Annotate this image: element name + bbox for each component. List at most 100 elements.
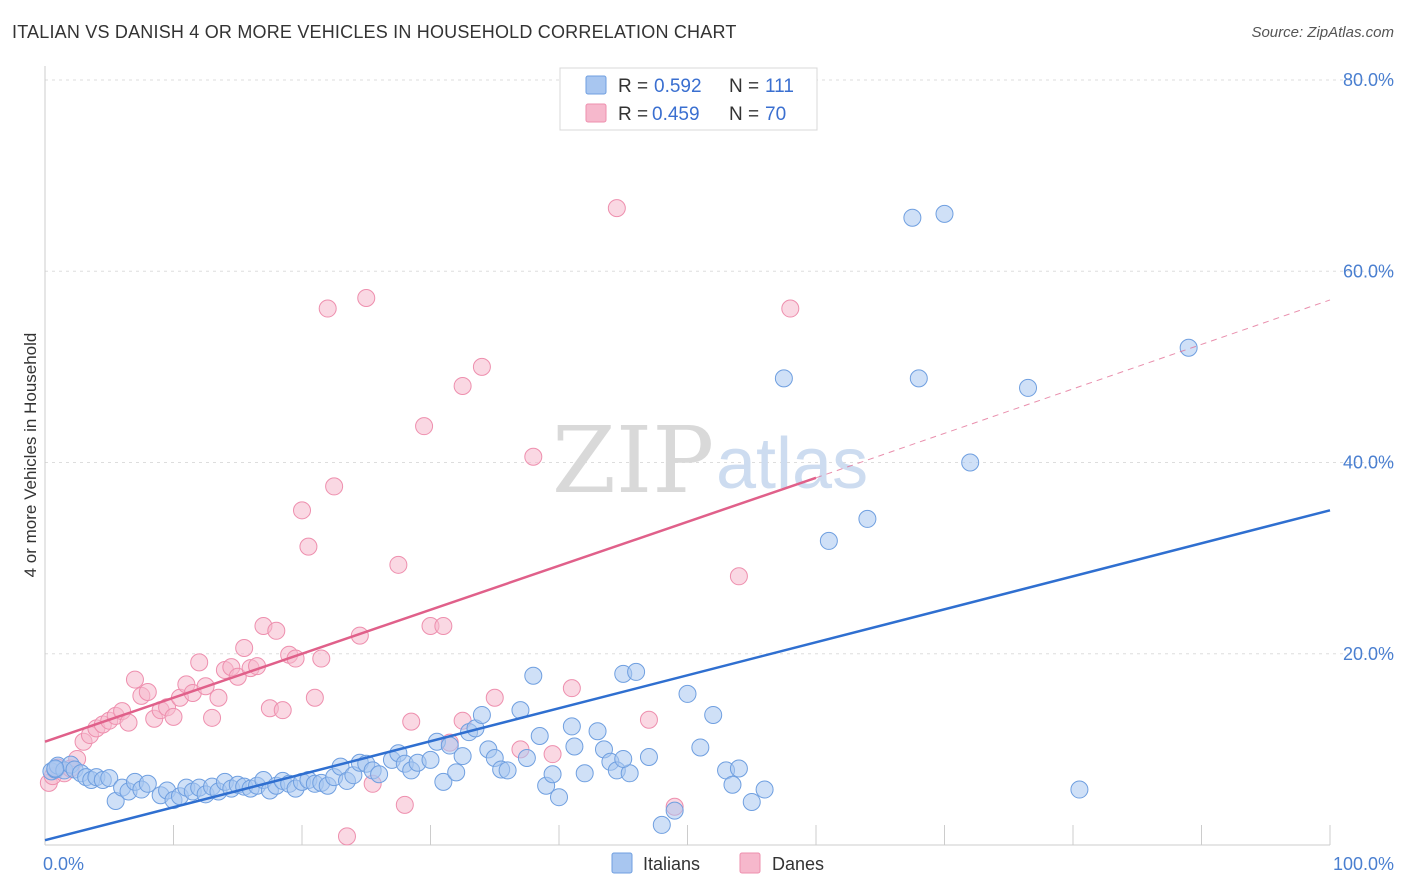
legend-swatch-danes [585,103,607,123]
italians-point [909,369,928,388]
italians-point [742,792,761,811]
italians-point [498,761,517,780]
italians-point [627,662,646,681]
danes-point [209,688,228,707]
legend-r-label-danes: R = [618,104,648,125]
danes-point [273,701,292,720]
danes-point [434,617,453,636]
italians-point [652,815,671,834]
legend-box: R = 0.592 N = 111 R = 0.459 N = 70 [559,67,818,131]
danes-point [164,707,183,726]
bottom-legend-swatch-danes [739,852,761,874]
danes-point [138,683,157,701]
danes-point [318,299,337,318]
italians-point [370,765,389,784]
italians-point [755,780,774,799]
italians-point [421,750,440,769]
y-tick-label: 60.0% [1343,261,1394,281]
italians-point [565,737,584,756]
danes-point [119,713,138,732]
watermark: ZIP atlas [552,407,868,514]
y-tick-label: 20.0% [1343,644,1394,664]
legend-n-value-danes: 70 [765,104,786,125]
danes-point [524,447,543,466]
y-tick-label: 40.0% [1343,453,1394,473]
legend-n-value-italians: 111 [765,76,794,97]
danes-point [485,688,504,707]
bottom-legend-swatch-italians [611,852,633,874]
danes-point [299,537,318,556]
danes-point [325,477,344,496]
italians-point [704,705,723,724]
x-tick-label-start: 0.0% [43,854,84,874]
italians-point [935,204,954,223]
legend-r-label-italians: R = [618,76,648,97]
italians-point [1179,338,1198,357]
watermark-zip: ZIP [552,407,714,514]
legend-n-label-danes: N = [729,104,759,125]
danes-point [781,299,800,318]
italians-point [691,738,710,757]
bottom-legend: Italians Danes [611,852,824,874]
axes [44,66,1331,846]
italians-point [819,531,838,550]
italians-trend-line [44,509,1331,842]
danes-point [729,567,748,586]
italians-point [543,765,562,784]
danes-point [357,289,376,308]
italians-point [434,772,453,791]
danes-trend-line [44,476,817,743]
danes-point [543,745,562,764]
danes-point [293,501,311,520]
italians-point [774,369,793,388]
x-tick-label-end: 100.0% [1333,854,1394,874]
y-axis-label: 4 or more Vehicles in Household [21,333,40,578]
italians-point [46,759,65,778]
italians-point [639,748,658,767]
italians-point [453,747,472,766]
danes-point [203,708,222,727]
italians-point [723,775,742,794]
danes-point [395,795,414,814]
italians-point [961,453,980,472]
danes-point [402,712,421,731]
chart-title: ITALIAN VS DANISH 4 OR MORE VEHICLES IN … [12,22,737,42]
danes-point [190,653,209,672]
italians-point [665,801,684,820]
danes-point [562,679,581,698]
italians-point [614,749,633,768]
legend-n-label-italians: N = [729,76,759,97]
tick-labels: 20.0% 40.0% 60.0% 80.0% 0.0% 100.0% [43,70,1394,874]
italians-point [550,788,568,807]
italians-point [562,717,581,736]
danes-points [39,199,800,846]
italians-point [1019,378,1038,397]
italians-point [729,759,748,778]
italians-point [903,208,922,227]
danes-point [337,827,356,846]
bottom-legend-danes: Danes [772,854,824,874]
source-credit: Source: ZipAtlas.com [1251,24,1394,41]
italians-point [1070,780,1089,799]
danes-point [305,688,324,707]
watermark-atlas: atlas [716,424,868,504]
italians-point [530,726,549,745]
italians-point [524,666,543,685]
italians-point [517,748,536,767]
trend-lines [44,299,1331,842]
danes-point [389,555,408,574]
italians-points [42,204,1198,834]
legend-r-value-danes: 0.459 [652,104,700,125]
danes-point [607,199,626,218]
danes-point [267,621,286,640]
grid-lines [45,79,1392,655]
legend-swatch-italians [585,75,607,95]
italians-point [447,763,466,782]
danes-point [415,417,434,436]
legend-r-value-italians: 0.592 [654,76,702,97]
danes-point [312,649,331,668]
italians-point [588,722,607,741]
italians-point [138,774,157,793]
italians-point [575,764,594,783]
